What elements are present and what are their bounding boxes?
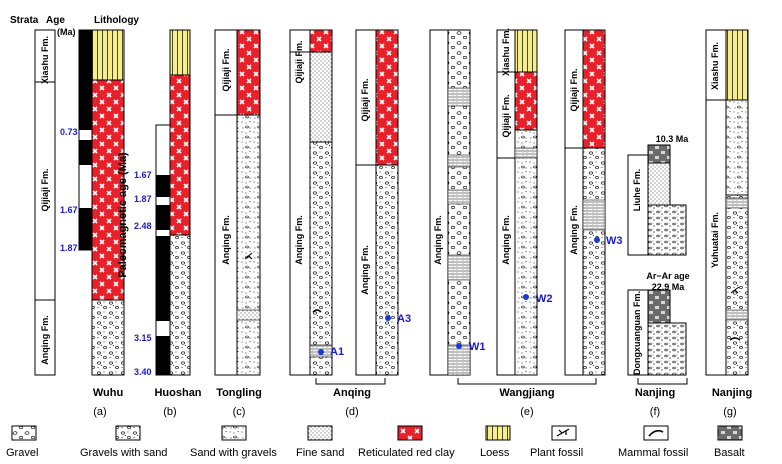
panel-f: (f) bbox=[650, 406, 660, 418]
sample-w1-label: W1 bbox=[469, 341, 486, 353]
nanjing-f-lower-column bbox=[627, 289, 687, 376]
legend-swatch-gravel-sand bbox=[115, 425, 141, 441]
wangjiang-col1 bbox=[429, 29, 471, 376]
sample-w3-label: W3 bbox=[606, 235, 623, 247]
legend: Gravel Gravels with sand Sand with grave… bbox=[6, 425, 745, 459]
legend-label-loess: Loess bbox=[480, 447, 510, 459]
anqing-right-anqing-label: Anqing Fm. bbox=[360, 245, 370, 295]
legend-swatch-plant bbox=[551, 425, 577, 441]
anqing-left-anqing-label: Anqing Fm. bbox=[294, 215, 304, 265]
wuhu-xiashu-label: Xiashu Fm. bbox=[40, 36, 50, 84]
sample-w3-marker bbox=[594, 237, 600, 243]
tongling-anqing-label: Anqing Fm. bbox=[221, 215, 231, 265]
legend-swatch-loess bbox=[485, 425, 511, 441]
site-anqing: Anqing bbox=[333, 387, 371, 399]
tongling-column bbox=[214, 29, 261, 376]
wangjiang-col3-qijiaji-label: Qijiaji Fm. bbox=[569, 68, 579, 111]
legend-swatch-mammal bbox=[643, 425, 669, 441]
panel-d: (d) bbox=[345, 406, 358, 418]
site-wuhu: Wuhu bbox=[93, 387, 123, 399]
site-nanjing-g: Nanjing bbox=[712, 387, 752, 399]
dongxuanguan-basalt-age: 22.9 Ma bbox=[652, 282, 686, 292]
sample-w2-label: W2 bbox=[536, 293, 553, 305]
wangjiang-col2-qijiaji-label: Qijiaji Fm. bbox=[501, 94, 511, 137]
legend-swatch-basalt bbox=[717, 425, 743, 441]
huoshan-age-1-67: 1.67 bbox=[134, 170, 152, 180]
anqing-left-column bbox=[289, 29, 333, 376]
wangjiang-col1-anqing-label: Anqing Fm. bbox=[433, 215, 443, 265]
huoshan-age-3-40: 3.40 bbox=[134, 367, 152, 377]
sample-w1-marker bbox=[456, 343, 462, 349]
panel-g: (g) bbox=[723, 406, 736, 418]
legend-label-gravel-sand: Gravels with sand bbox=[80, 447, 167, 459]
paleomag-axis-label: Paleomagnetic age (Ma) bbox=[117, 152, 129, 278]
legend-label-plant: Plant fossil bbox=[530, 447, 583, 459]
sample-a1-marker bbox=[318, 349, 324, 355]
legend-label-red-clay: Reticulated red clay bbox=[358, 447, 455, 459]
nanjing-f-bracket bbox=[637, 378, 688, 385]
wangjiang-bracket bbox=[457, 378, 597, 385]
huoshan-lithology-column bbox=[169, 29, 191, 376]
site-huoshan: Huoshan bbox=[154, 387, 201, 399]
panel-c: (c) bbox=[233, 406, 246, 418]
legend-label-fine-sand: Fine sand bbox=[296, 447, 344, 459]
panel-e: (e) bbox=[520, 406, 533, 418]
yuhuatai-label: Yuhuatai Fm. bbox=[710, 212, 720, 268]
tongling-qijiaji-label: Qijiaji Fm. bbox=[221, 48, 231, 91]
nanjing-g-column bbox=[705, 29, 749, 376]
sample-a1-label: A1 bbox=[330, 346, 344, 358]
plant-fossil-icon bbox=[556, 428, 570, 437]
sample-w2-marker bbox=[523, 294, 529, 300]
anqing-right-qijiaji-label: Qijiaji Fm. bbox=[360, 78, 370, 121]
wuhu-strata-column: Xiashu Fm. Qijiaji Fm. Anqing Fm. bbox=[34, 29, 56, 376]
legend-swatch-gravel bbox=[11, 425, 37, 441]
yuhuatai-xiashu-label: Xiashu Fm. bbox=[710, 42, 720, 90]
wangjiang-col2-anqing-label: Anqing Fm. bbox=[501, 215, 511, 265]
wuhu-qijiaji-label: Qijiaji Fm. bbox=[40, 168, 50, 211]
age-unit: (Ma) bbox=[57, 27, 76, 37]
wuhu-lithology-column bbox=[91, 29, 125, 376]
huoshan-age-1-87: 1.87 bbox=[134, 194, 152, 204]
wuhu-age-1-67: 1.67 bbox=[60, 205, 78, 215]
site-nanjing-f: Nanjing bbox=[635, 387, 675, 399]
wuhu-age-1-87: 1.87 bbox=[60, 243, 78, 253]
legend-label-sand-gravel: Sand with gravels bbox=[190, 447, 277, 459]
sample-a3-marker bbox=[385, 315, 391, 321]
site-wangjiang: Wangjiang bbox=[499, 387, 554, 399]
wuhu-polarity-column bbox=[78, 29, 93, 251]
legend-swatch-fine-sand bbox=[307, 425, 333, 441]
legend-label-gravel: Gravel bbox=[6, 447, 38, 459]
anqing-right-column bbox=[355, 29, 399, 376]
site-tongling: Tongling bbox=[216, 387, 262, 399]
legend-swatch-red-clay bbox=[397, 425, 423, 441]
wuhu-anqing-label: Anqing Fm. bbox=[40, 315, 50, 365]
wangjiang-col3-anqing-label: Anqing Fm. bbox=[569, 205, 579, 255]
huoshan-age-3-15: 3.15 bbox=[134, 333, 152, 343]
dongxuanguan-label: Dongxuanguan Fm. bbox=[632, 291, 642, 375]
mammal-fossil-icon bbox=[648, 429, 664, 437]
arar-age-title: Ar−Ar age bbox=[646, 271, 689, 281]
legend-swatch-sand-gravel bbox=[221, 425, 247, 441]
legend-label-basalt: Basalt bbox=[714, 447, 745, 459]
huoshan-age-2-48: 2.48 bbox=[134, 221, 152, 231]
liuhe-basalt-age: 10.3 Ma bbox=[656, 134, 690, 144]
age-header: Age bbox=[46, 15, 65, 26]
wangjiang-col2-xiashu-label: Xiashu Fm. bbox=[501, 28, 511, 76]
wangjiang-col2 bbox=[496, 29, 538, 376]
anqing-left-qijiaji-label: Qijiaji Fm. bbox=[294, 40, 304, 83]
wuhu-age-0-73: 0.73 bbox=[60, 127, 78, 137]
sample-a3-label: A3 bbox=[397, 313, 411, 325]
legend-label-mammal: Mammal fossil bbox=[618, 447, 688, 459]
lithology-header: Lithology bbox=[94, 15, 139, 26]
nanjing-f-upper-column bbox=[627, 144, 687, 256]
panel-b: (b) bbox=[163, 406, 176, 418]
wangjiang-col3 bbox=[564, 29, 606, 376]
anqing-bracket bbox=[315, 378, 386, 385]
liuhe-label: Liuhe Fm. bbox=[632, 169, 642, 212]
panel-a: (a) bbox=[93, 406, 106, 418]
strata-header: Strata bbox=[10, 15, 39, 26]
huoshan-polarity-column bbox=[155, 124, 171, 376]
